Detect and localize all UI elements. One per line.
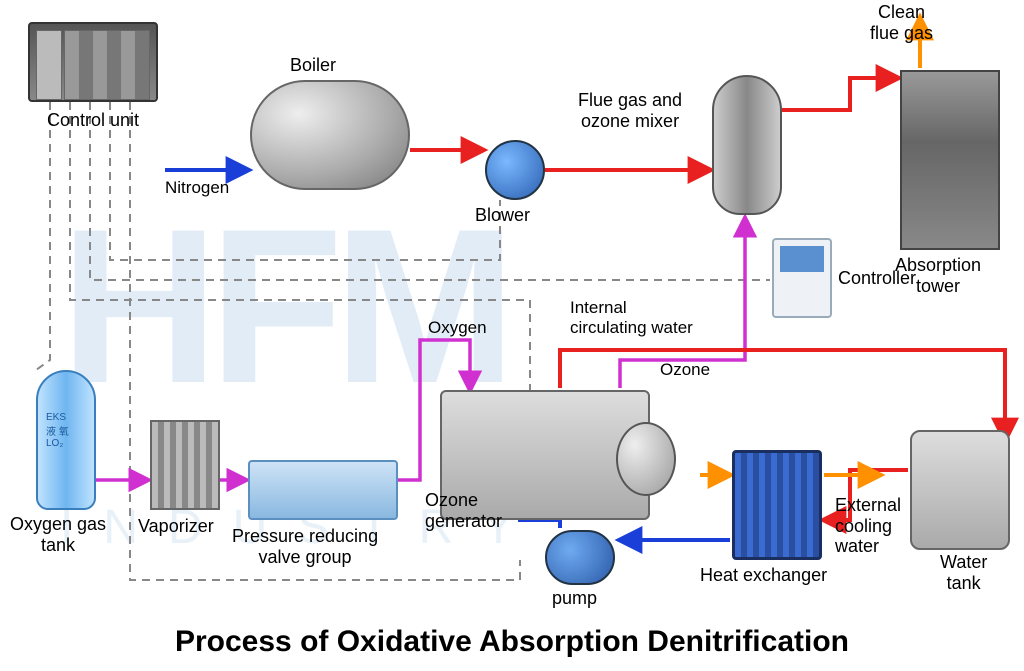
heat-exchanger: [732, 450, 822, 560]
oxygen-flow-label: Oxygen: [428, 318, 487, 338]
oxygen-tank-text: EKS 液 氧 LO₂: [46, 412, 69, 449]
boiler: [250, 80, 410, 190]
vaporizer: [150, 420, 220, 510]
blower-label: Blower: [475, 205, 530, 226]
control-unit: [28, 22, 158, 102]
mixer: [712, 75, 782, 215]
pump-label: pump: [552, 588, 597, 609]
oxygen-tank-label: Oxygen gas tank: [10, 514, 106, 555]
ozone-gen-label: Ozone generator: [425, 490, 502, 531]
mixer-label: Flue gas and ozone mixer: [578, 90, 682, 131]
water-tank-label: Water tank: [940, 552, 987, 593]
vaporizer-label: Vaporizer: [138, 516, 214, 537]
pump: [545, 530, 615, 585]
controller-label: Controller: [838, 268, 916, 289]
water-tank: [910, 430, 1010, 550]
internal-water-label: Internal circulating water: [570, 298, 693, 338]
absorption-tower: [900, 70, 1000, 250]
prv-label: Pressure reducing valve group: [232, 526, 378, 567]
oxygen-tank: EKS 液 氧 LO₂: [36, 370, 96, 510]
nitrogen-flow-label: Nitrogen: [165, 178, 229, 198]
blower: [485, 140, 545, 200]
prv-group: [248, 460, 398, 520]
boiler-label: Boiler: [290, 55, 336, 76]
diagram-title: Process of Oxidative Absorption Denitrif…: [0, 625, 1024, 659]
clean-gas-label: Clean flue gas: [870, 2, 933, 43]
control-unit-label: Control unit: [28, 110, 158, 131]
heat-ex-label: Heat exchanger: [700, 565, 827, 586]
ext-cooling-label: External cooling water: [835, 495, 901, 557]
controller: [772, 238, 832, 318]
ozone-flow-label: Ozone: [660, 360, 710, 380]
